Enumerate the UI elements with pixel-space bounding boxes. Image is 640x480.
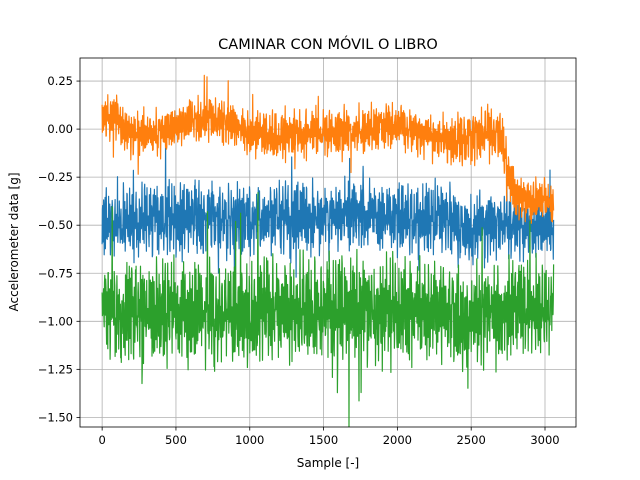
x-tick-label: 2500 xyxy=(457,433,486,447)
series-layer xyxy=(101,74,555,427)
y-tick-label: 0.00 xyxy=(47,122,73,136)
x-tick-label: 500 xyxy=(165,433,187,447)
x-tick-label: 1000 xyxy=(235,433,264,447)
x-tick-label: 3000 xyxy=(530,433,559,447)
x-tick-label: 1500 xyxy=(309,433,338,447)
y-tick-label: −1.50 xyxy=(38,410,73,424)
series-line-1 xyxy=(101,135,555,278)
y-tick-label: 0.25 xyxy=(47,74,73,88)
y-tick-label: −0.50 xyxy=(38,218,73,232)
x-axis-label: Sample [-] xyxy=(297,456,360,470)
y-tick-label: −1.00 xyxy=(38,314,73,328)
x-tick-label: 2000 xyxy=(383,433,412,447)
y-tick-label: −0.75 xyxy=(38,266,73,280)
plot-frame xyxy=(79,57,577,428)
y-tick-label: −1.25 xyxy=(38,362,73,376)
y-axis-label: Accelerometer data [g] xyxy=(7,172,21,311)
series-line-3 xyxy=(101,74,555,224)
series-line-2 xyxy=(101,192,555,427)
y-tick-label: −0.25 xyxy=(38,170,73,184)
x-axis-ticks: 0 500 1000 1500 2000 2500 3000 xyxy=(98,427,560,447)
chart-title: CAMINAR CON MÓVIL O LIBRO xyxy=(218,35,438,53)
y-axis-ticks: 0.25 0.00 −0.25 −0.50 −0.75 −1.00 −1.25 −1.50 xyxy=(38,74,80,424)
x-tick-label: 0 xyxy=(98,433,105,447)
